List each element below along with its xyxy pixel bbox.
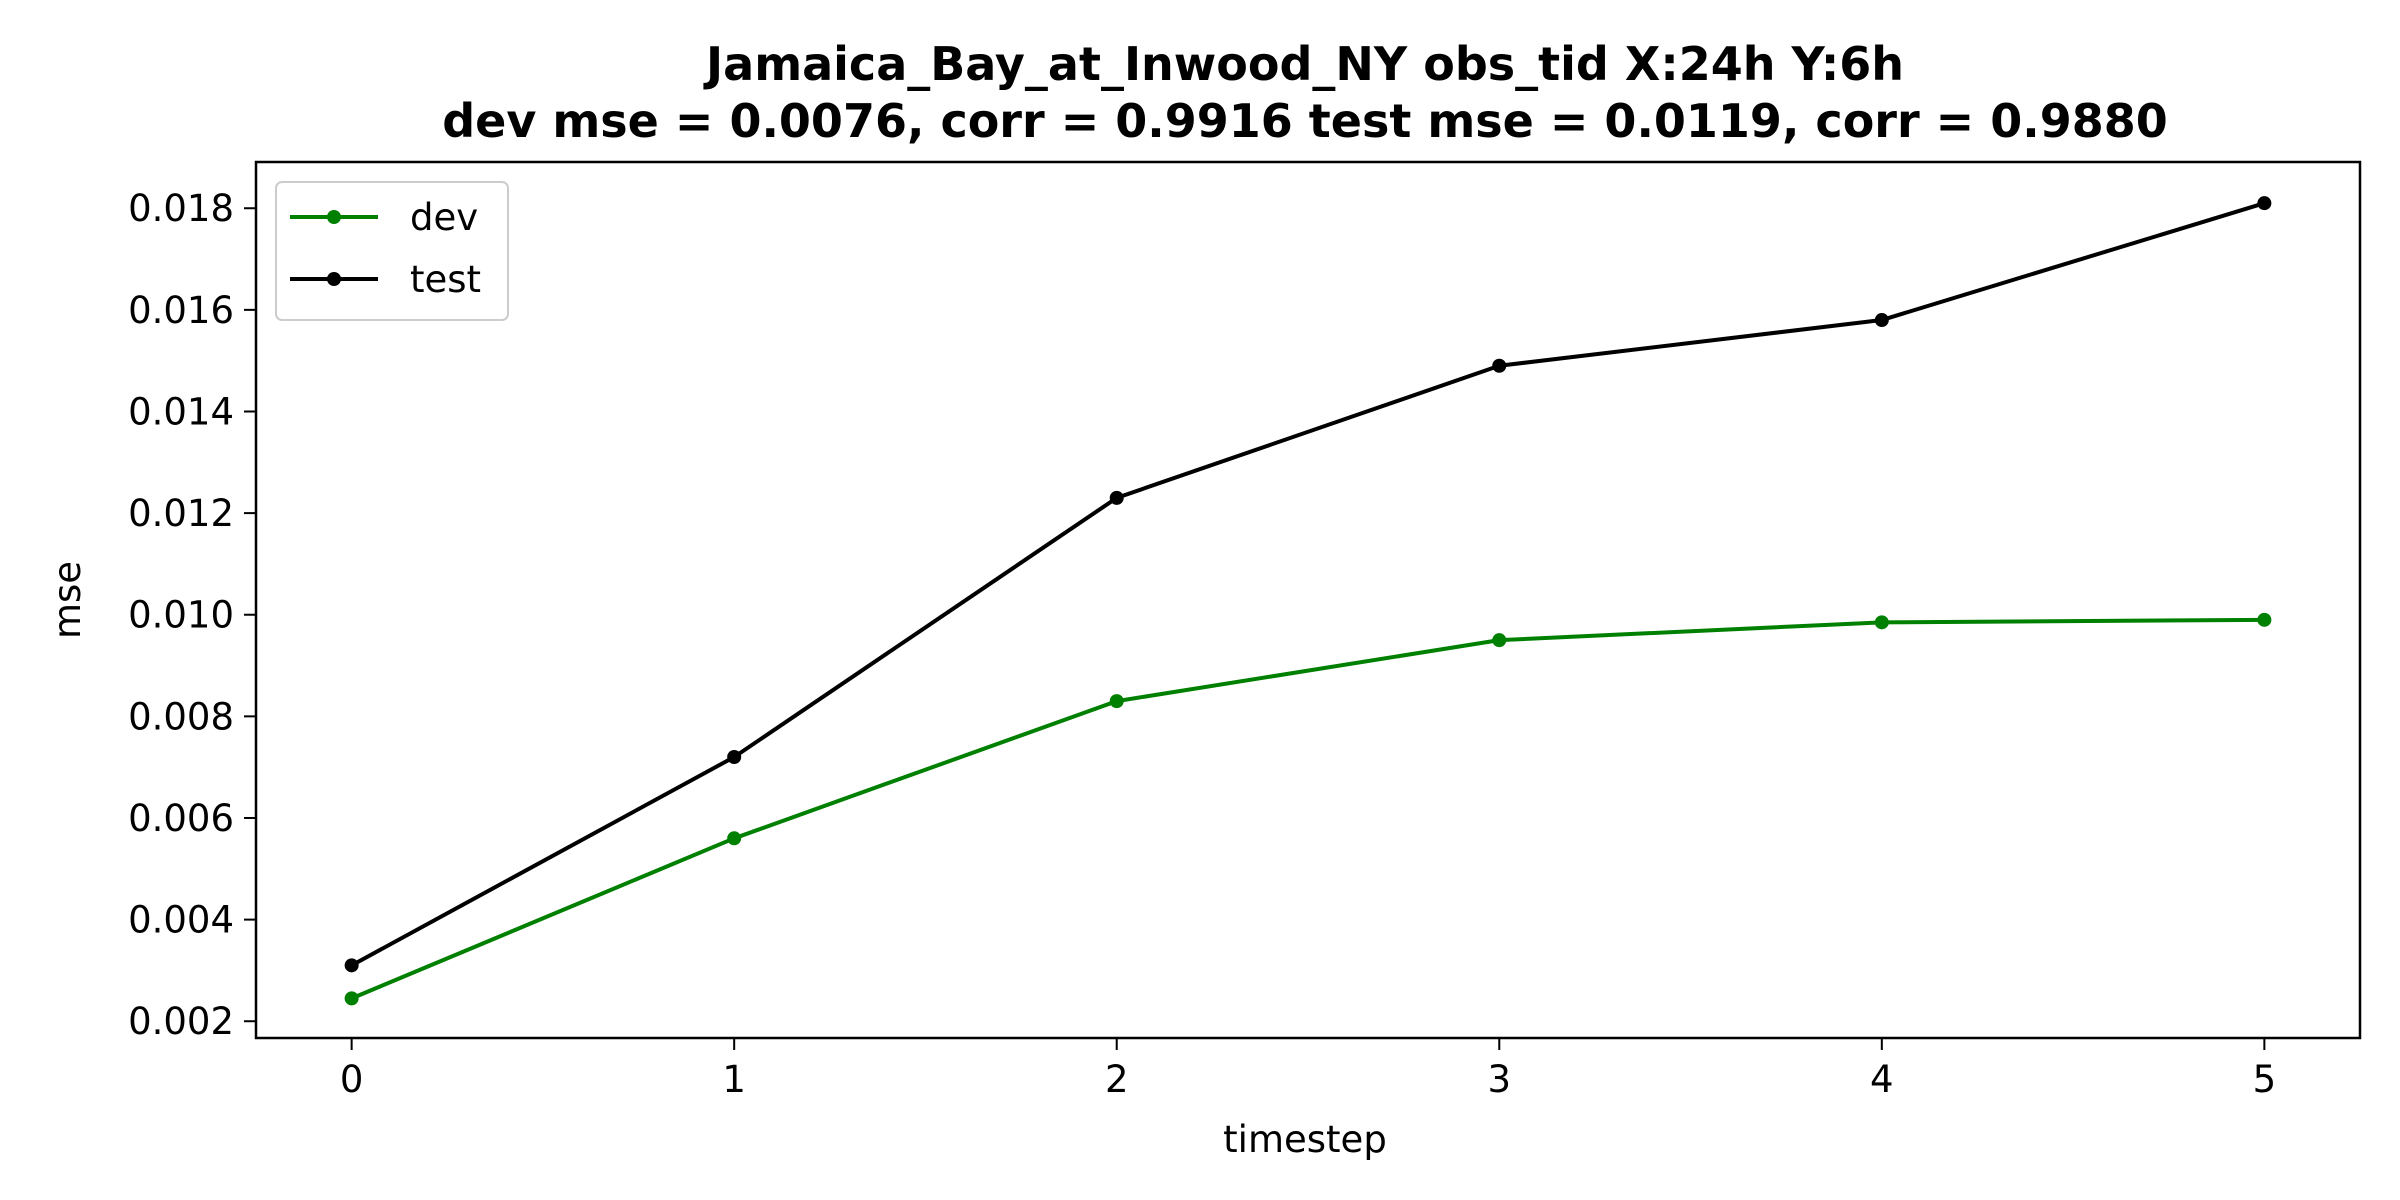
data-point-dev xyxy=(344,991,359,1006)
x-axis-label: timestep xyxy=(1223,1118,1387,1161)
plot-frame xyxy=(254,160,2362,1040)
x-tick-label: 4 xyxy=(1870,1058,1894,1101)
legend-marker-test xyxy=(327,272,341,286)
y-tick-label: 0.018 xyxy=(128,187,234,230)
x-axis: 0 1 2 3 4 5 xyxy=(340,1038,2276,1101)
y-tick-label: 0.008 xyxy=(128,695,234,738)
data-point-test xyxy=(1109,490,1124,505)
data-point-test xyxy=(1492,358,1507,373)
y-tick-label: 0.012 xyxy=(128,492,234,535)
y-tick-label: 0.016 xyxy=(128,289,234,332)
series-line-dev xyxy=(350,617,2265,1001)
data-point-test xyxy=(1874,313,1889,328)
data-point-dev xyxy=(1109,694,1124,709)
y-tick-label: 0.006 xyxy=(128,797,234,840)
x-tick-label: 2 xyxy=(1105,1058,1129,1101)
legend-label-dev: dev xyxy=(410,196,478,239)
plot-area xyxy=(344,196,2272,1006)
y-axis: 0.002 0.004 0.006 0.008 0.010 0.012 0.014 0.016… xyxy=(128,187,256,1043)
x-tick-label: 0 xyxy=(340,1058,364,1101)
y-axis-label: mse xyxy=(46,561,89,639)
y-tick-label: 0.014 xyxy=(128,390,234,433)
legend-marker-dev xyxy=(327,210,341,224)
legend-label-test: test xyxy=(410,258,481,301)
data-point-dev xyxy=(727,831,742,846)
data-point-test xyxy=(344,958,359,973)
data-point-test xyxy=(727,750,742,765)
data-point-test xyxy=(2257,196,2272,211)
legend: dev test xyxy=(275,181,509,321)
data-point-dev xyxy=(1874,615,1889,630)
x-tick-label: 5 xyxy=(2253,1058,2277,1101)
x-tick-label: 3 xyxy=(1487,1058,1511,1101)
x-tick-label: 1 xyxy=(722,1058,746,1101)
y-tick-label: 0.002 xyxy=(128,1000,234,1043)
data-point-dev xyxy=(2257,612,2272,627)
y-tick-label: 0.004 xyxy=(128,899,234,942)
chart-title: Jamaica_Bay_at_Inwood_NY obs_tid X:24h Y… xyxy=(703,37,1904,91)
data-point-dev xyxy=(1492,633,1507,648)
chart-subtitle: dev mse = 0.0076, corr = 0.9916 test mse… xyxy=(442,94,2168,148)
y-tick-label: 0.010 xyxy=(128,594,234,637)
series-line-test xyxy=(350,201,2265,968)
